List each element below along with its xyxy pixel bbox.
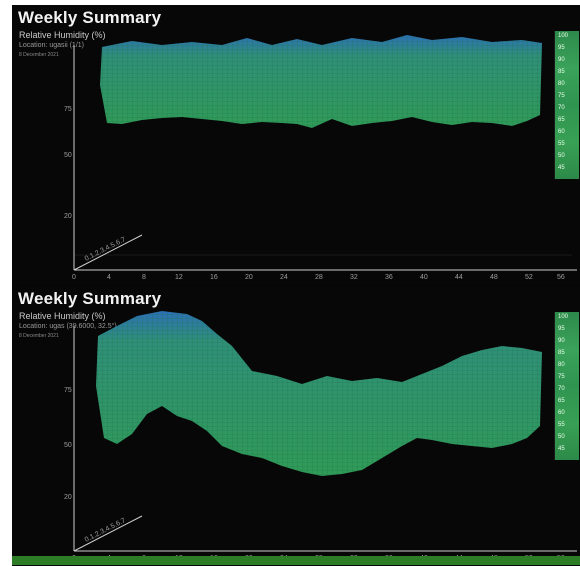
humidity-surface bbox=[100, 35, 542, 128]
colorbar-tick: 75 bbox=[558, 374, 565, 380]
colorbar-tick: 80 bbox=[558, 81, 565, 87]
x-tick: 28 bbox=[315, 274, 323, 281]
colorbar-tick: 95 bbox=[558, 45, 565, 51]
y-axis: 20 50 75 bbox=[64, 326, 75, 551]
x-tick: 48 bbox=[490, 274, 498, 281]
colorbar-tick: 55 bbox=[558, 422, 565, 428]
floor-grid bbox=[74, 254, 572, 271]
panel-subtitle: Relative Humidity (%) bbox=[19, 30, 106, 40]
depth-axis: 0.1.2.3.4.5.6.7 bbox=[73, 234, 143, 271]
x-tick: 32 bbox=[350, 274, 358, 281]
colorbar-tick: 85 bbox=[558, 69, 565, 75]
colorbar-tick: 70 bbox=[558, 386, 565, 392]
color-scale-legend: 100 95 90 85 80 75 70 65 60 55 50 45 bbox=[554, 31, 579, 179]
weekly-summary-panel-1: Weekly Summary Relative Humidity (%) Loc… bbox=[12, 5, 580, 285]
panel-title: Weekly Summary bbox=[18, 289, 162, 308]
y-tick: 75 bbox=[64, 106, 72, 113]
y-tick: 20 bbox=[64, 494, 72, 501]
panel-location: Location: ugas (39.6000, 32.5°) bbox=[19, 323, 117, 330]
colorbar-tick: 60 bbox=[558, 410, 565, 416]
x-tick: 44 bbox=[455, 274, 463, 281]
x-tick: 36 bbox=[385, 274, 393, 281]
x-axis: 0 4 8 12 16 20 24 28 32 36 40 44 48 52 5… bbox=[72, 269, 577, 281]
colorbar-tick: 50 bbox=[558, 153, 565, 159]
colorbar-tick: 70 bbox=[558, 105, 565, 111]
panel-date: 8 December 2021 bbox=[19, 52, 59, 58]
surface-plot-2[interactable]: 20 50 75 0 4 8 12 16 20 24 28 32 36 40 4… bbox=[12, 286, 580, 566]
colorbar-tick: 65 bbox=[558, 117, 565, 123]
colorbar-tick: 60 bbox=[558, 129, 565, 135]
x-tick: 56 bbox=[557, 274, 565, 281]
colorbar-tick: 45 bbox=[558, 165, 565, 171]
depth-axis-label: 0.1.2.3.4.5.6.7 bbox=[84, 517, 127, 544]
y-tick: 50 bbox=[64, 442, 72, 449]
colorbar-tick: 65 bbox=[558, 398, 565, 404]
y-tick: 20 bbox=[64, 213, 72, 220]
x-tick: 16 bbox=[210, 274, 218, 281]
colorbar-tick: 85 bbox=[558, 350, 565, 356]
x-tick: 0 bbox=[72, 274, 76, 281]
x-tick: 52 bbox=[525, 274, 533, 281]
colorbar-tick: 100 bbox=[558, 33, 569, 39]
x-tick: 4 bbox=[107, 274, 111, 281]
colorbar-tick: 45 bbox=[558, 446, 565, 452]
colorbar-tick: 55 bbox=[558, 141, 565, 147]
panel-date: 8 December 2021 bbox=[19, 333, 59, 339]
colorbar-tick: 75 bbox=[558, 93, 565, 99]
colorbar-tick: 80 bbox=[558, 362, 565, 368]
colorbar-tick: 95 bbox=[558, 326, 565, 332]
color-scale-legend: 100 95 90 85 80 75 70 65 60 55 50 45 bbox=[554, 312, 579, 460]
panel-title: Weekly Summary bbox=[18, 8, 162, 27]
x-tick: 8 bbox=[142, 274, 146, 281]
x-tick: 12 bbox=[175, 274, 183, 281]
app-window: ⌖ Weekly Summary Relative Humidity (%) L… bbox=[12, 3, 580, 566]
y-tick: 50 bbox=[64, 152, 72, 159]
surface-plot-1[interactable]: 20 50 75 0 4 8 12 16 20 24 28 32 36 40 4… bbox=[12, 5, 580, 285]
weekly-summary-panel-2: Weekly Summary Relative Humidity (%) Loc… bbox=[12, 286, 580, 566]
x-tick: 40 bbox=[420, 274, 428, 281]
y-axis: 20 50 75 bbox=[64, 45, 75, 270]
panel-location: Location: ugasii (1/1) bbox=[19, 42, 84, 49]
depth-axis-label: 0.1.2.3.4.5.6.7 bbox=[84, 236, 127, 263]
colorbar-tick: 90 bbox=[558, 57, 565, 63]
status-strip bbox=[12, 556, 580, 565]
colorbar-tick: 100 bbox=[558, 314, 569, 320]
panel-subtitle: Relative Humidity (%) bbox=[19, 311, 106, 321]
colorbar-tick: 50 bbox=[558, 434, 565, 440]
colorbar-tick: 90 bbox=[558, 338, 565, 344]
depth-axis: 0.1.2.3.4.5.6.7 bbox=[73, 515, 143, 552]
y-tick: 75 bbox=[64, 387, 72, 394]
humidity-surface bbox=[96, 311, 542, 476]
x-tick: 24 bbox=[280, 274, 288, 281]
x-tick: 20 bbox=[245, 274, 253, 281]
